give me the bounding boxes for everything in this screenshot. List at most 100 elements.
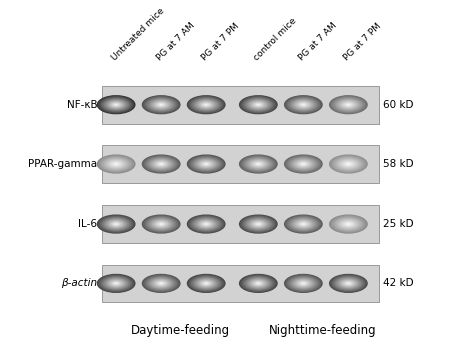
Ellipse shape [157,162,165,166]
Ellipse shape [284,154,323,174]
Ellipse shape [298,281,309,286]
Ellipse shape [101,156,131,172]
Ellipse shape [246,218,271,230]
Ellipse shape [333,276,364,291]
Ellipse shape [294,159,313,169]
Ellipse shape [112,103,120,107]
Ellipse shape [248,159,268,169]
Ellipse shape [203,223,209,225]
Ellipse shape [194,98,219,111]
Ellipse shape [243,97,273,112]
Ellipse shape [113,282,119,285]
Ellipse shape [299,103,308,107]
Ellipse shape [192,217,220,231]
Ellipse shape [257,163,260,165]
Ellipse shape [110,102,122,107]
Ellipse shape [192,157,220,171]
Ellipse shape [330,155,366,173]
Ellipse shape [105,278,127,289]
Ellipse shape [100,275,133,292]
Ellipse shape [202,281,210,285]
Ellipse shape [245,98,272,112]
Ellipse shape [284,214,323,234]
Ellipse shape [196,159,216,169]
Ellipse shape [245,157,272,171]
Text: PG at 7 AM: PG at 7 AM [155,21,196,63]
Ellipse shape [153,160,170,168]
Text: 42 kD: 42 kD [383,279,414,288]
Ellipse shape [335,276,362,290]
Ellipse shape [110,221,122,227]
Ellipse shape [115,163,118,165]
Text: IL-6: IL-6 [78,219,97,229]
Ellipse shape [205,223,208,225]
Ellipse shape [255,282,261,285]
Ellipse shape [151,100,171,110]
Ellipse shape [246,158,271,170]
Ellipse shape [254,103,263,107]
Ellipse shape [301,282,306,285]
Ellipse shape [101,276,131,291]
Ellipse shape [295,220,312,228]
Ellipse shape [287,275,320,292]
Ellipse shape [150,278,172,289]
Ellipse shape [149,98,173,111]
Ellipse shape [101,216,131,232]
Ellipse shape [109,101,123,108]
Ellipse shape [254,222,263,226]
Ellipse shape [100,216,133,232]
Ellipse shape [343,102,354,107]
Ellipse shape [145,156,178,172]
Ellipse shape [344,103,353,107]
Ellipse shape [247,158,269,170]
Ellipse shape [105,158,127,170]
Ellipse shape [332,275,365,292]
Ellipse shape [143,155,179,173]
Ellipse shape [198,279,215,288]
Ellipse shape [143,215,179,233]
Ellipse shape [347,223,350,225]
Ellipse shape [199,161,213,168]
Ellipse shape [153,279,170,288]
Ellipse shape [149,277,173,290]
Text: 60 kD: 60 kD [383,100,413,110]
Ellipse shape [98,155,134,173]
Ellipse shape [154,161,168,168]
Ellipse shape [98,96,134,114]
Ellipse shape [202,162,210,166]
Ellipse shape [147,98,175,112]
Ellipse shape [296,101,310,108]
Ellipse shape [188,274,224,292]
Text: NF-κB: NF-κB [66,100,97,110]
Ellipse shape [245,217,272,231]
Ellipse shape [242,275,275,292]
Ellipse shape [196,100,216,110]
Ellipse shape [335,217,362,231]
Ellipse shape [239,95,278,114]
Ellipse shape [250,279,267,288]
Ellipse shape [337,158,359,170]
Ellipse shape [150,218,172,230]
Ellipse shape [112,162,120,166]
Ellipse shape [109,221,123,228]
Ellipse shape [250,160,267,168]
Ellipse shape [155,102,167,107]
Ellipse shape [196,279,216,288]
Ellipse shape [187,214,226,234]
Ellipse shape [201,221,212,227]
Ellipse shape [287,156,320,172]
Ellipse shape [329,154,368,174]
Ellipse shape [302,283,305,284]
Ellipse shape [240,274,276,292]
Ellipse shape [106,159,126,169]
Ellipse shape [284,274,323,293]
Ellipse shape [296,161,310,168]
Text: PG at 7 AM: PG at 7 AM [297,21,338,63]
Ellipse shape [108,101,125,109]
Text: 25 kD: 25 kD [383,219,414,229]
Ellipse shape [294,100,313,110]
Text: PG at 7 PM: PG at 7 PM [342,22,383,63]
Ellipse shape [338,100,358,110]
Ellipse shape [191,97,221,112]
Ellipse shape [340,101,357,109]
